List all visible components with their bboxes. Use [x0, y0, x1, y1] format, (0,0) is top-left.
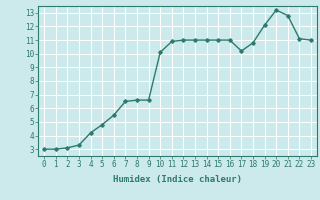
X-axis label: Humidex (Indice chaleur): Humidex (Indice chaleur) [113, 175, 242, 184]
